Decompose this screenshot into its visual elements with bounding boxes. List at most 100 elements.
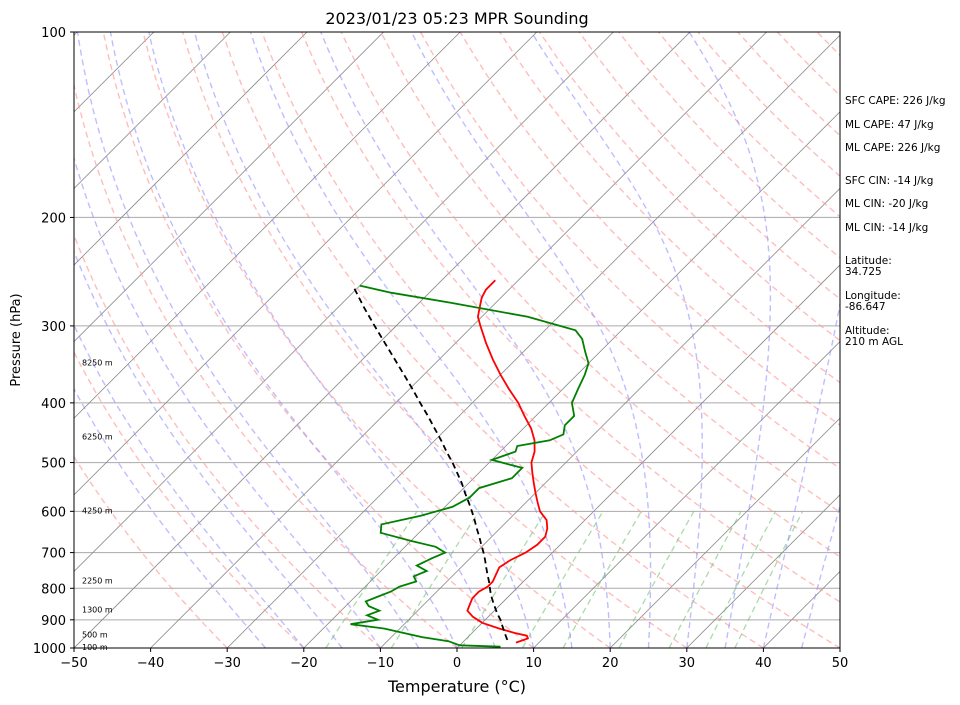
isotherm-line xyxy=(74,32,231,189)
axis-ticks: −50 −40 −30 −20 −10 0 10 20 30 40 50 100 200 300 400 50… xyxy=(33,26,848,671)
x-tick-label: 10 xyxy=(525,656,542,671)
x-tick-label: −50 xyxy=(60,656,87,671)
moist-adiabat xyxy=(762,300,840,648)
annotation-text: ML CIN: -20 J/kg xyxy=(845,198,928,210)
y-tick-label: 1000 xyxy=(33,642,66,657)
x-tick-label: −30 xyxy=(213,656,240,671)
height-label: 4250 m xyxy=(82,506,113,515)
moist-adiabat xyxy=(148,32,496,648)
isotherm-line xyxy=(226,34,840,648)
moist-adiabat xyxy=(76,32,420,648)
moist-adiabat xyxy=(688,32,772,648)
mixing-ratio-line xyxy=(521,510,604,648)
isotherm-line xyxy=(150,32,767,648)
isotherm-line xyxy=(533,341,840,648)
annotation-text: Longitude: xyxy=(845,290,901,302)
annotation-text: 34.725 xyxy=(845,266,882,278)
annotation-text: ML CAPE: 226 J/kg xyxy=(845,142,940,154)
background-lines xyxy=(0,32,840,648)
temperature-line xyxy=(466,279,549,644)
y-tick-label: 400 xyxy=(41,397,66,412)
annotation-text: Latitude: xyxy=(845,255,892,267)
dewpoint-line xyxy=(350,284,590,648)
x-tick-label: −20 xyxy=(290,656,317,671)
isotherm-line xyxy=(380,187,840,648)
dry-adiabat xyxy=(538,32,840,342)
isotherm-line xyxy=(74,32,691,648)
chart-title: 2023/01/23 05:23 MPR Sounding xyxy=(325,9,588,28)
mixing-ratio-line xyxy=(734,511,804,648)
height-label: 1300 m xyxy=(82,606,113,615)
mixing-ratio-line xyxy=(618,510,695,648)
x-tick-label: 50 xyxy=(832,656,849,671)
x-tick-label: 0 xyxy=(453,656,461,671)
moist-adiabat xyxy=(109,32,458,648)
isotherm-line xyxy=(303,111,840,648)
height-labels: 100 m 500 m 1300 m 2250 m 4250 m 6250 m 8250 m xyxy=(82,358,113,652)
annotation-text: ML CIN: -14 J/kg xyxy=(845,222,928,234)
height-label: 8250 m xyxy=(82,358,113,367)
annotation-text: -86.647 xyxy=(845,301,886,313)
dry-adiabat xyxy=(261,32,840,648)
isotherm-line xyxy=(74,32,538,496)
annotation-text: SFC CAPE: 226 J/kg xyxy=(845,95,946,107)
moist-adiabat xyxy=(801,503,840,648)
x-tick-label: 40 xyxy=(755,656,772,671)
height-label: 100 m xyxy=(82,643,108,652)
y-tick-label: 900 xyxy=(41,614,66,629)
x-tick-label: 30 xyxy=(679,656,696,671)
moist-adiabat xyxy=(74,249,343,648)
annotations: SFC CAPE: 226 J/kg ML CAPE: 47 J/kg ML CAP… xyxy=(845,95,946,348)
dry-adiabat xyxy=(102,32,535,648)
annotation-text: SFC CIN: -14 J/kg xyxy=(845,175,933,187)
height-label: 500 m xyxy=(82,631,108,640)
y-tick-label: 300 xyxy=(41,320,66,335)
isotherm-line xyxy=(74,32,461,419)
annotation-text: ML CAPE: 47 J/kg xyxy=(845,119,934,131)
moist-adiabat xyxy=(249,32,573,648)
y-tick-label: 600 xyxy=(41,505,66,520)
moist-adiabat xyxy=(530,32,703,648)
dry-adiabat xyxy=(142,32,611,648)
mixing-ratio-line xyxy=(562,510,642,648)
plot-area xyxy=(74,32,840,648)
data-lines xyxy=(350,279,590,648)
isotherm-line xyxy=(609,417,840,648)
height-label: 2250 m xyxy=(82,577,113,586)
mixing-ratio-line xyxy=(705,510,777,648)
x-axis-label: Temperature (°C) xyxy=(387,677,526,696)
isotherm-line xyxy=(74,32,384,343)
isotherm-line xyxy=(74,32,614,572)
moist-adiabat xyxy=(193,32,535,648)
isotherm-line xyxy=(456,264,840,648)
isotherm-line xyxy=(686,494,840,648)
mixing-ratio-line xyxy=(461,510,547,648)
dry-adiabat xyxy=(74,82,458,648)
y-tick-label: 200 xyxy=(41,211,66,226)
isotherm-line xyxy=(0,32,1,648)
dry-adiabat xyxy=(578,32,840,300)
moist-adiabat xyxy=(320,32,611,648)
height-label: 6250 m xyxy=(82,432,113,441)
parcel-path-line xyxy=(353,287,509,641)
y-tick-label: 800 xyxy=(41,582,66,597)
annotation-text: 210 m AGL xyxy=(845,336,903,348)
y-tick-label: 700 xyxy=(41,547,66,562)
mixing-ratio-line xyxy=(668,510,742,648)
mixing-ratio-line xyxy=(325,510,418,648)
dry-adiabat xyxy=(74,233,381,648)
isotherm-line xyxy=(74,32,308,266)
y-tick-label: 500 xyxy=(41,457,66,472)
y-axis-label: Pressure (hPa) xyxy=(9,293,24,386)
x-tick-label: 20 xyxy=(602,656,619,671)
moist-adiabat xyxy=(410,32,652,648)
x-tick-label: −40 xyxy=(137,656,164,671)
y-tick-label: 100 xyxy=(41,26,66,41)
annotation-text: Altitude: xyxy=(845,325,890,337)
mixing-ratio-line xyxy=(390,510,480,648)
x-tick-label: −10 xyxy=(367,656,394,671)
dry-adiabat xyxy=(74,350,305,648)
moist-adiabat xyxy=(74,155,381,648)
